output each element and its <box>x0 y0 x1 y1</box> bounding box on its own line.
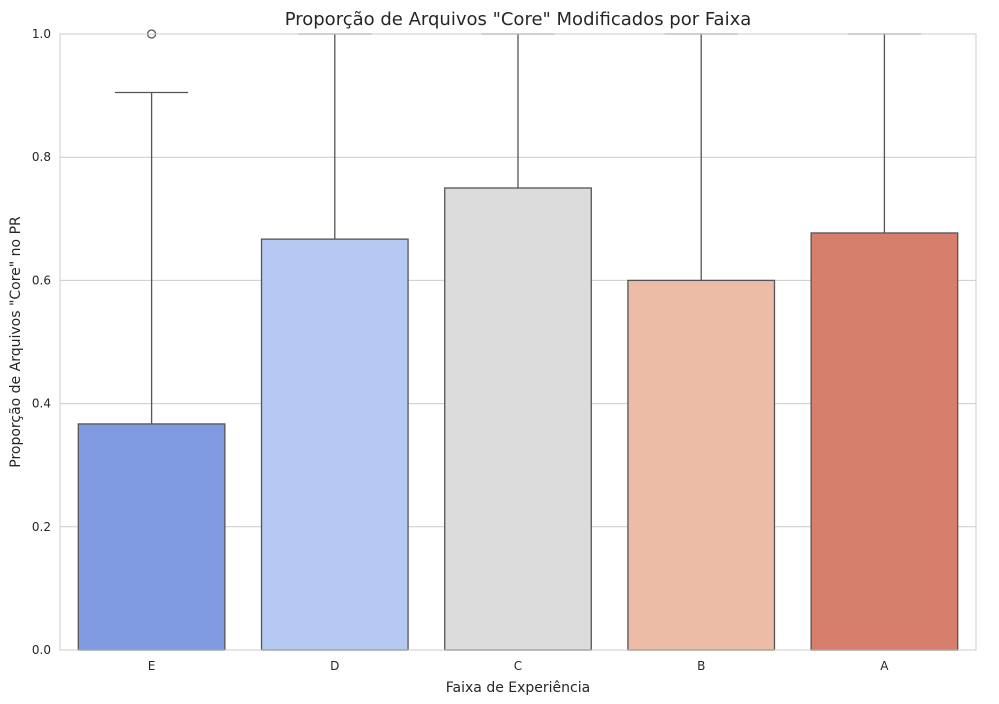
box-e <box>77 29 226 651</box>
box-d <box>260 33 409 651</box>
y-tick-label: 0.2 <box>32 520 51 534</box>
plot-frame <box>59 33 977 651</box>
y-tick-label: 0.6 <box>32 273 51 287</box>
y-tick-label: 0.4 <box>32 397 51 411</box>
box-body <box>444 187 592 651</box>
y-tick-label: 0.8 <box>32 150 51 164</box>
chart-title: Proporção de Arquivos "Core" Modificados… <box>285 9 752 30</box>
x-tick-label: E <box>148 659 156 673</box>
x-tick-label: D <box>330 659 339 673</box>
box-body <box>627 279 776 651</box>
y-tick-label: 1.0 <box>32 27 51 41</box>
box-c <box>444 33 592 651</box>
boxes <box>77 29 959 651</box>
box-body <box>77 423 226 651</box>
x-tick-label: B <box>697 659 705 673</box>
y-tick-label: 0.0 <box>32 643 51 657</box>
x-axis-label: Faixa de Experiência <box>446 680 590 696</box>
x-tick-label: A <box>880 659 889 673</box>
y-ticks: 0.0 0.2 0.4 0.6 0.8 1.0 <box>32 27 51 657</box>
box-body <box>260 238 409 651</box>
x-tick-label: C <box>514 659 522 673</box>
y-axis-label: Proporção de Arquivos "Core" no PR <box>8 216 24 468</box>
box-body <box>810 232 959 651</box>
